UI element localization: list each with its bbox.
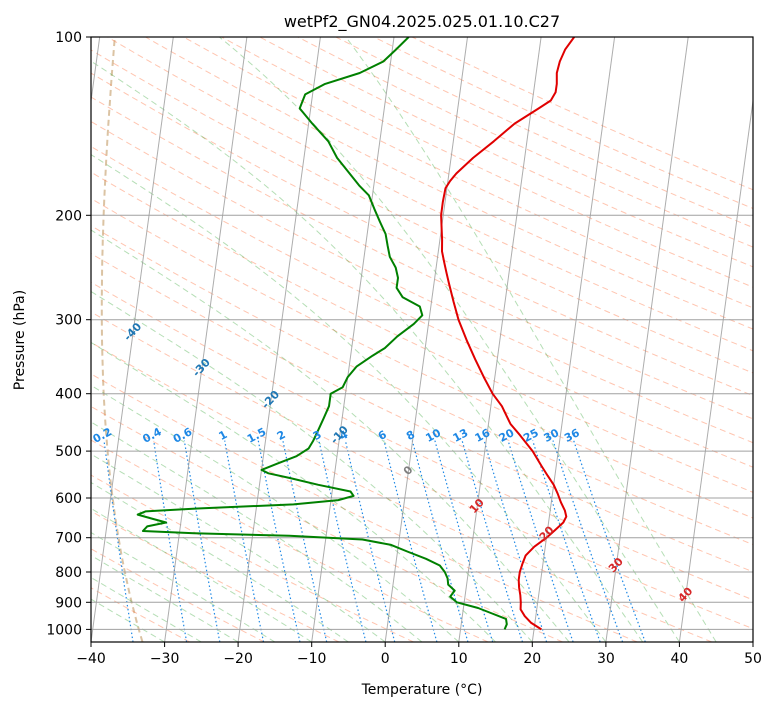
mixing-ratio-line	[318, 440, 367, 642]
mixing-ratio-label: 13	[451, 426, 471, 445]
temperature-profile	[440, 37, 576, 631]
dry-adiabat	[259, 37, 753, 268]
isotherm-line	[458, 37, 542, 642]
dry-adiabat	[91, 49, 753, 374]
dry-adiabat	[335, 37, 753, 229]
mixing-ratio-line	[434, 440, 494, 642]
dry-adiabat	[91, 96, 753, 420]
dry-adiabat	[91, 253, 753, 573]
moist-adiabat	[91, 229, 570, 642]
dry-adiabat	[91, 281, 753, 601]
moist-adiabat	[91, 60, 644, 642]
dry-adiabat	[91, 145, 753, 468]
mixing-ratio-line	[552, 440, 624, 642]
dry-adiabat	[91, 171, 753, 493]
dry-adiabat	[221, 37, 753, 288]
x-axis-label: Temperature (°C)	[361, 682, 483, 698]
x-tick-label: −40	[76, 651, 106, 667]
mixing-ratio-label: 30	[542, 426, 562, 445]
isotherm-line	[237, 37, 321, 642]
dry-adiabat	[91, 225, 753, 546]
mixing-ratio-line	[153, 440, 188, 642]
x-tick-label: −30	[150, 651, 180, 667]
dry-adiabat	[91, 72, 753, 397]
mixing-ratio-line	[411, 440, 469, 642]
x-tick-label: −20	[223, 651, 253, 667]
mixing-ratio-line	[257, 440, 301, 642]
mixing-ratio-label: 10	[423, 426, 443, 445]
mixing-ratio-line	[224, 440, 265, 642]
moist-adiabat	[91, 453, 386, 642]
profile-series	[136, 37, 576, 631]
mixing-ratio-line	[282, 440, 328, 642]
mixing-ratio-line	[461, 440, 524, 642]
mixing-ratio-label: 20	[497, 426, 517, 445]
background-lines	[91, 37, 753, 642]
dry-adiabat	[145, 37, 753, 330]
y-tick-label: 200	[55, 208, 82, 224]
mixing-ratio-line	[183, 440, 221, 642]
dewpoint-profile	[136, 37, 508, 630]
mixing-ratio-line	[383, 440, 438, 642]
y-axis-ticks: 100 200 300 400 500 600 700 800 900 1000	[46, 30, 91, 638]
isotherm-line	[91, 37, 174, 642]
moist-adiabat	[91, 507, 312, 642]
dry-adiabat	[91, 311, 753, 630]
dry-adiabat	[91, 439, 489, 642]
x-tick-label: 20	[523, 651, 541, 667]
x-axis-ticks: −40 −30 −20 −10 0 10 20 30 40 50	[76, 642, 762, 667]
isotherm-line	[164, 37, 248, 642]
dry-adiabat	[297, 37, 753, 248]
chart-title: wetPf2_GN04.2025.025.01.10.C27	[284, 12, 560, 32]
isotherm-line	[678, 97, 753, 642]
y-axis-label: Pressure (hPa)	[12, 290, 28, 390]
y-tick-label: 700	[55, 531, 82, 547]
dry-adiabat	[91, 341, 712, 642]
y-tick-label: 1000	[46, 622, 82, 638]
plot-frame	[90, 36, 754, 643]
y-tick-label: 100	[55, 30, 82, 46]
moist-adiabat	[345, 37, 717, 642]
isotherm-line	[605, 37, 689, 642]
mixing-ratio-label: 16	[473, 426, 493, 445]
x-tick-label: 50	[744, 651, 762, 667]
mixing-ratio-line	[103, 440, 134, 642]
y-tick-label: 400	[55, 387, 82, 403]
dry-adiabat	[183, 37, 753, 309]
reference-curve	[100, 37, 144, 642]
moist-adiabat	[91, 154, 607, 642]
dry-adiabat	[107, 37, 753, 352]
isotherm-line	[531, 37, 616, 642]
dry-adiabat	[91, 120, 753, 444]
pressure-gridlines	[91, 37, 753, 642]
x-tick-label: −10	[297, 651, 327, 667]
x-tick-label: 0	[381, 651, 390, 667]
isotherm-line	[311, 37, 395, 642]
x-tick-label: 10	[450, 651, 468, 667]
moist-adiabat	[91, 384, 460, 642]
y-tick-label: 600	[55, 491, 82, 507]
x-tick-label: 40	[670, 651, 688, 667]
y-tick-label: 300	[55, 313, 82, 329]
isotherm-line	[384, 37, 468, 642]
x-tick-label: 30	[597, 651, 615, 667]
mixing-ratio-label: 25	[521, 426, 541, 445]
moist-adiabat	[219, 37, 680, 642]
moist-adiabat	[91, 421, 423, 642]
mixing-ratio-label: 36	[562, 426, 582, 445]
dry-adiabat	[373, 37, 753, 210]
y-tick-label: 900	[55, 595, 82, 611]
mixing-ratio-line	[573, 440, 646, 642]
dry-adiabat	[411, 37, 753, 191]
y-tick-label: 800	[55, 565, 82, 581]
moist-adiabat	[91, 290, 533, 642]
y-tick-label: 500	[55, 444, 82, 460]
dry-adiabat	[91, 405, 563, 642]
